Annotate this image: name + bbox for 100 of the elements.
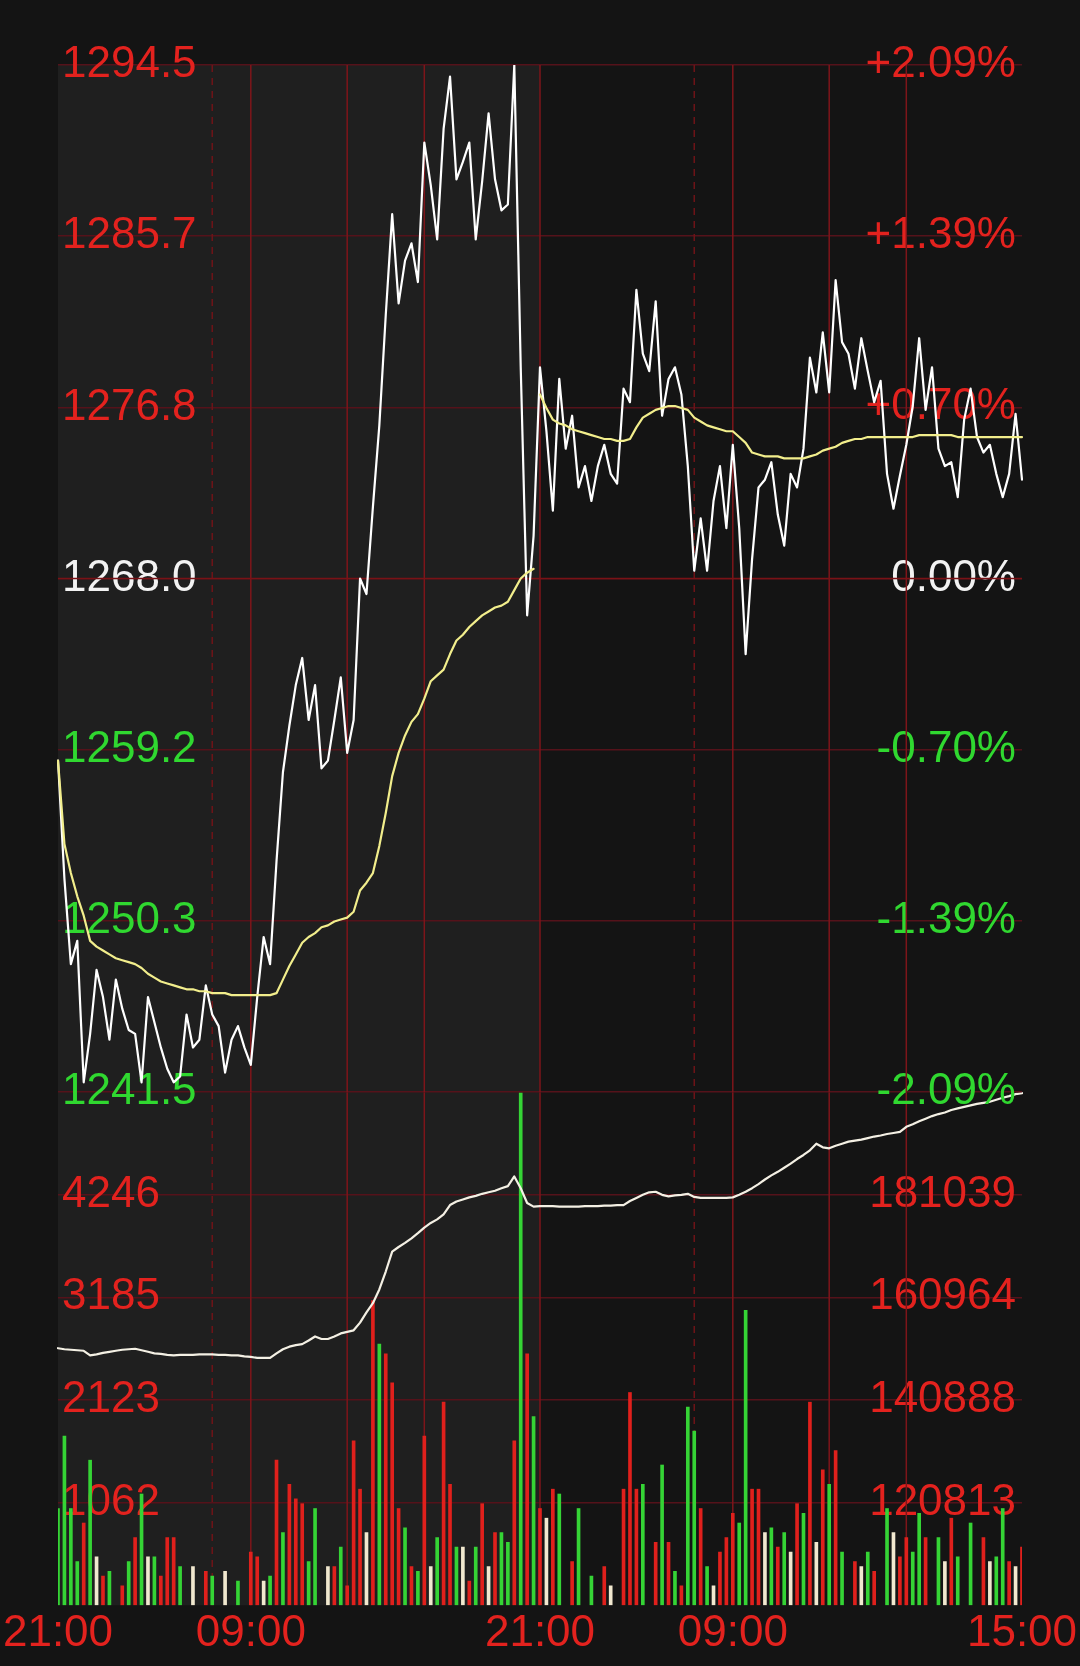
bar (1007, 1561, 1011, 1606)
bar (988, 1561, 992, 1606)
y2-tick-label: -2.09% (876, 1064, 1016, 1114)
bar (126, 1561, 131, 1606)
bar (255, 1556, 260, 1606)
bar (718, 1551, 722, 1606)
bar (865, 1551, 870, 1606)
bar (917, 1513, 921, 1606)
bar (165, 1537, 170, 1606)
bar (383, 1353, 388, 1606)
bar (660, 1464, 664, 1606)
y-tick-label: 1276.8 (62, 379, 197, 429)
y2-tick-label: +2.09% (865, 37, 1016, 87)
y2-tick-label: 0.00% (891, 550, 1016, 600)
bar (840, 1551, 844, 1606)
bar (750, 1488, 754, 1606)
y2-tick-label: 120813 (869, 1474, 1016, 1524)
bar (512, 1440, 517, 1606)
bar (467, 1580, 472, 1606)
bar (268, 1575, 272, 1606)
bar (223, 1571, 227, 1606)
bar (236, 1580, 240, 1606)
y-tick-label: 3185 (62, 1269, 160, 1319)
bar (203, 1571, 208, 1606)
bar (608, 1585, 613, 1606)
y-tick-label: 1294.5 (62, 37, 197, 87)
bar (480, 1503, 484, 1606)
bar (81, 1522, 86, 1606)
bar (955, 1556, 960, 1606)
bar (345, 1585, 350, 1606)
bar (673, 1571, 677, 1606)
x-tick-label: 15:00 (966, 1605, 1078, 1655)
bar (827, 1484, 832, 1606)
y-tick-label: 4246 (62, 1166, 160, 1216)
bar (120, 1585, 125, 1606)
bar (853, 1561, 857, 1606)
bar (628, 1392, 632, 1606)
bar (422, 1435, 427, 1606)
bar (904, 1537, 909, 1606)
bar (371, 1300, 375, 1606)
bar (326, 1566, 330, 1606)
bar (493, 1532, 497, 1606)
bar (248, 1551, 253, 1606)
bar (763, 1532, 767, 1606)
bar (428, 1566, 433, 1606)
bar (557, 1493, 562, 1606)
y2-tick-label: -1.39% (876, 892, 1016, 942)
bar (898, 1556, 902, 1606)
x-tick-label: 21:00 (484, 1605, 596, 1655)
y2-tick-label: 160964 (869, 1269, 1016, 1319)
y2-tick-label: +1.39% (865, 208, 1016, 258)
bar (403, 1527, 407, 1606)
bar (390, 1382, 395, 1606)
bar (949, 1517, 954, 1606)
bar (191, 1566, 195, 1606)
y2-tick-label: 181039 (869, 1166, 1016, 1216)
y2-tick-label: -0.70% (876, 721, 1016, 771)
bar (506, 1542, 510, 1606)
bar (338, 1546, 343, 1606)
bar (685, 1406, 690, 1606)
y-tick-label: 1241.5 (62, 1064, 197, 1114)
bar (820, 1469, 825, 1606)
bar (473, 1546, 478, 1606)
bar (159, 1575, 163, 1606)
bar (872, 1571, 877, 1606)
bar (416, 1571, 420, 1606)
bar (602, 1566, 607, 1606)
bar (737, 1522, 742, 1606)
bar (994, 1556, 999, 1606)
bar (358, 1488, 362, 1606)
bar (692, 1430, 697, 1606)
bar (448, 1484, 452, 1606)
bar (705, 1566, 709, 1606)
bar (782, 1532, 787, 1606)
y-tick-label: 1285.7 (62, 208, 197, 258)
y-tick-label: 1268.0 (62, 550, 197, 600)
bar (525, 1353, 529, 1606)
bar (146, 1556, 150, 1606)
bar (808, 1401, 812, 1606)
bar (461, 1546, 465, 1606)
bar (178, 1566, 182, 1606)
bar (641, 1484, 645, 1606)
bar (775, 1546, 780, 1606)
bar (570, 1561, 574, 1606)
bar (101, 1575, 105, 1606)
bar (133, 1537, 137, 1606)
bar (210, 1575, 215, 1606)
bar (795, 1503, 799, 1606)
bar (551, 1488, 555, 1606)
y-tick-label: 1259.2 (62, 721, 197, 771)
y-tick-label: 2123 (62, 1372, 160, 1422)
bar (313, 1508, 317, 1606)
bar (538, 1508, 542, 1606)
bar (75, 1561, 80, 1606)
bar (171, 1537, 176, 1606)
bar (281, 1532, 285, 1606)
x-tick-label: 09:00 (195, 1605, 306, 1655)
bar (518, 1092, 523, 1606)
bar (300, 1503, 305, 1606)
bar (730, 1513, 735, 1606)
